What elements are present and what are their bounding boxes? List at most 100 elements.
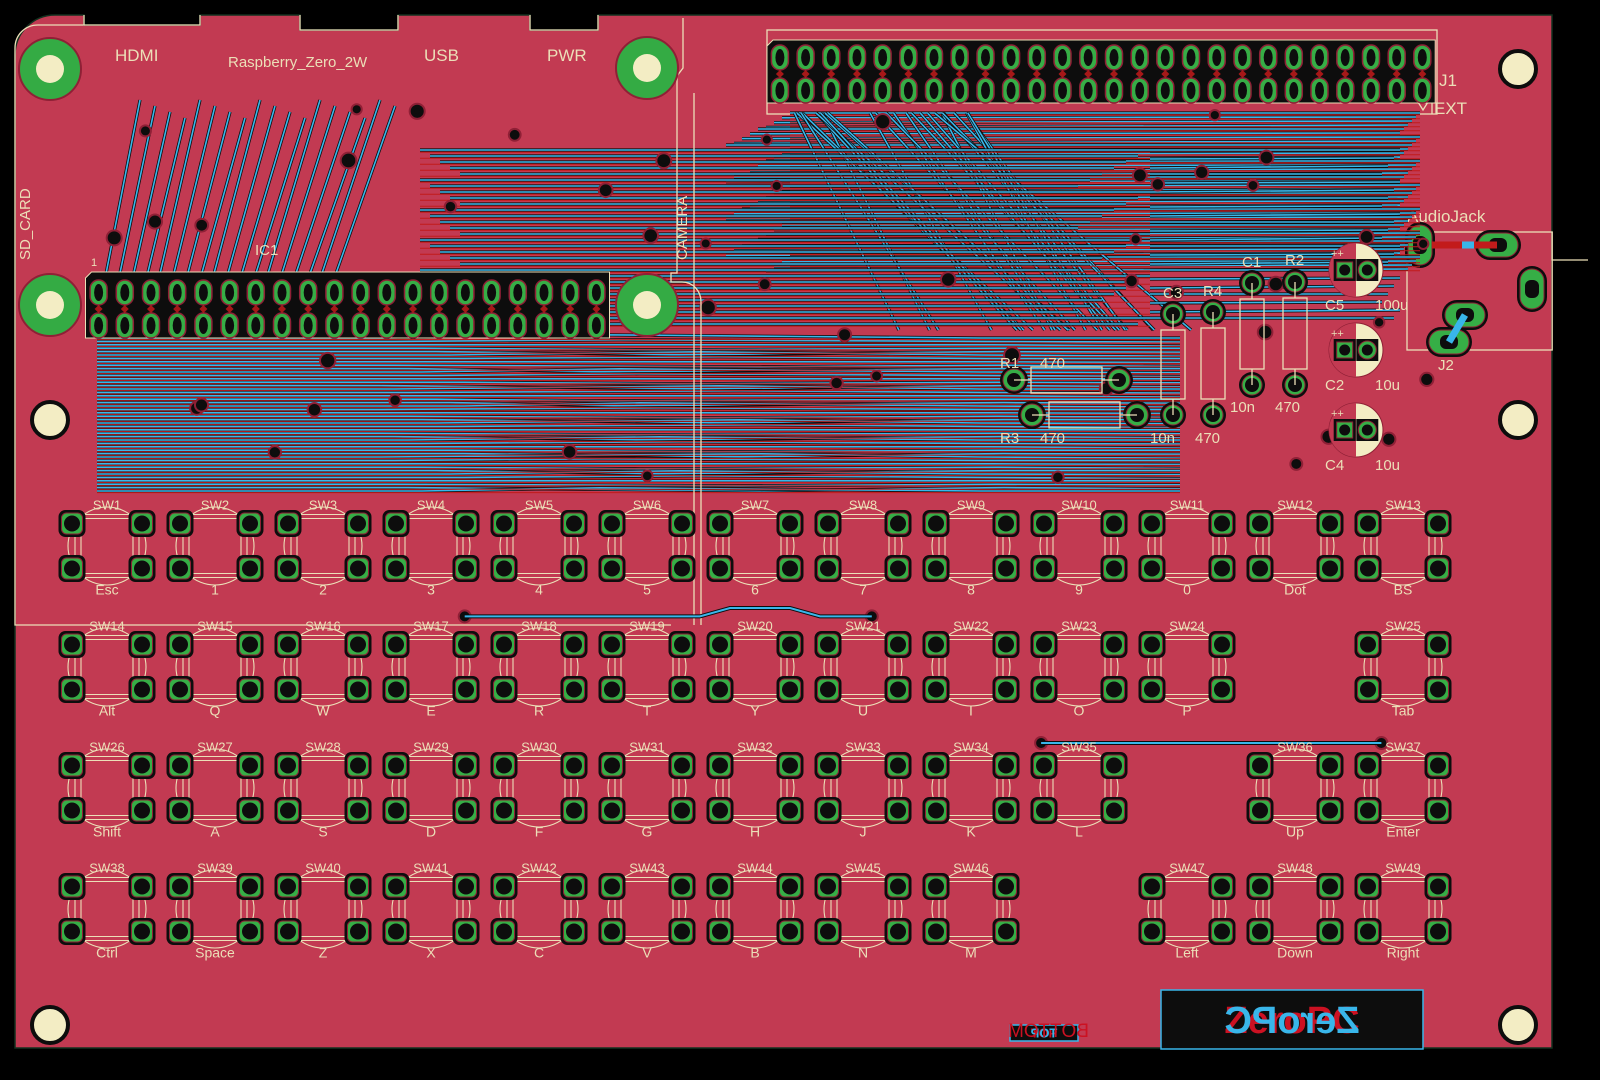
svg-text:J2: J2 [1438, 357, 1454, 374]
svg-text:N: N [858, 945, 868, 961]
svg-text:K: K [966, 824, 976, 840]
svg-text:7: 7 [859, 582, 867, 598]
svg-text:SW13: SW13 [1385, 498, 1420, 513]
svg-text:SW18: SW18 [521, 619, 556, 634]
svg-text:++: ++ [1331, 248, 1344, 260]
svg-text:SW44: SW44 [737, 861, 772, 876]
svg-text:SW43: SW43 [629, 861, 664, 876]
svg-text:SW40: SW40 [305, 861, 340, 876]
svg-text:Right: Right [1387, 945, 1420, 961]
svg-text:SW46: SW46 [953, 861, 988, 876]
svg-text:SW12: SW12 [1277, 498, 1312, 513]
svg-text:SW48: SW48 [1277, 861, 1312, 876]
svg-text:O: O [1074, 703, 1085, 719]
svg-text:SW9: SW9 [957, 498, 985, 513]
svg-text:SW20: SW20 [737, 619, 772, 634]
svg-text:C: C [534, 945, 544, 961]
svg-text:470: 470 [1040, 430, 1065, 447]
svg-text:SW32: SW32 [737, 740, 772, 755]
svg-text:J: J [860, 824, 867, 840]
svg-text:BS: BS [1394, 582, 1413, 598]
svg-text:IC1: IC1 [255, 242, 278, 259]
svg-text:++: ++ [1331, 328, 1344, 340]
svg-text:S: S [318, 824, 327, 840]
svg-text:W: W [316, 703, 330, 719]
svg-text:++: ++ [1331, 408, 1344, 420]
svg-text:SW35: SW35 [1061, 740, 1096, 755]
svg-text:SW1: SW1 [93, 498, 121, 513]
svg-text:SW45: SW45 [845, 861, 880, 876]
svg-text:L: L [1075, 824, 1083, 840]
svg-text:SW8: SW8 [849, 498, 877, 513]
svg-text:10u: 10u [1375, 457, 1400, 474]
svg-text:10u: 10u [1375, 377, 1400, 394]
svg-text:G: G [642, 824, 653, 840]
svg-text:SW15: SW15 [197, 619, 232, 634]
svg-text:SW36: SW36 [1277, 740, 1312, 755]
svg-text:X: X [426, 945, 436, 961]
svg-text:SW38: SW38 [89, 861, 124, 876]
svg-text:U: U [858, 703, 868, 719]
svg-text:470: 470 [1040, 355, 1065, 372]
svg-text:EXT: EXT [1434, 99, 1467, 118]
svg-text:USB: USB [424, 46, 459, 65]
svg-text:SW16: SW16 [305, 619, 340, 634]
svg-text:470: 470 [1275, 399, 1300, 416]
svg-text:Raspberry_Zero_2W: Raspberry_Zero_2W [228, 54, 368, 71]
svg-text:R3: R3 [1000, 430, 1019, 447]
svg-text:10n: 10n [1150, 430, 1175, 447]
svg-text:Space: Space [195, 945, 235, 961]
svg-text:9: 9 [1075, 582, 1083, 598]
svg-text:SW31: SW31 [629, 740, 664, 755]
svg-text:F: F [535, 824, 544, 840]
svg-text:Left: Left [1175, 945, 1198, 961]
svg-text:R1: R1 [1000, 355, 1019, 372]
svg-text:ZeroPC: ZeroPC [1224, 1000, 1359, 1042]
svg-text:SW23: SW23 [1061, 619, 1096, 634]
svg-text:C3: C3 [1163, 285, 1182, 302]
svg-text:SW3: SW3 [309, 498, 337, 513]
svg-text:I: I [969, 703, 973, 719]
svg-text:B: B [750, 945, 759, 961]
svg-text:SW39: SW39 [197, 861, 232, 876]
svg-text:Z: Z [319, 945, 328, 961]
svg-text:SW11: SW11 [1170, 498, 1204, 513]
svg-text:SW6: SW6 [633, 498, 661, 513]
svg-text:CAMERA: CAMERA [674, 196, 691, 260]
svg-text:Shift: Shift [93, 824, 121, 840]
svg-text:SW37: SW37 [1385, 740, 1420, 755]
svg-text:V: V [642, 945, 652, 961]
svg-text:E: E [426, 703, 435, 719]
svg-text:SW21: SW21 [845, 619, 880, 634]
svg-text:H: H [750, 824, 760, 840]
svg-text:SW22: SW22 [953, 619, 988, 634]
svg-text:A: A [210, 824, 220, 840]
svg-text:Esc: Esc [95, 582, 118, 598]
svg-text:1: 1 [91, 257, 97, 269]
svg-text:SW25: SW25 [1385, 619, 1420, 634]
svg-text:470: 470 [1195, 430, 1220, 447]
svg-text:SW4: SW4 [417, 498, 445, 513]
svg-text:SW24: SW24 [1169, 619, 1204, 634]
svg-text:SW29: SW29 [413, 740, 448, 755]
svg-text:Alt: Alt [99, 703, 115, 719]
svg-text:T: T [643, 703, 652, 719]
svg-text:Y: Y [750, 703, 760, 719]
svg-text:SW10: SW10 [1061, 498, 1096, 513]
svg-text:2: 2 [319, 582, 327, 598]
svg-text:SW19: SW19 [629, 619, 664, 634]
svg-text:SW30: SW30 [521, 740, 556, 755]
svg-text:8: 8 [967, 582, 975, 598]
svg-text:SW2: SW2 [201, 498, 229, 513]
svg-text:SW14: SW14 [89, 619, 124, 634]
svg-text:Dot: Dot [1284, 582, 1306, 598]
svg-text:Enter: Enter [1386, 824, 1420, 840]
svg-text:R2: R2 [1285, 252, 1304, 269]
svg-text:SW17: SW17 [413, 619, 448, 634]
svg-text:4: 4 [535, 582, 543, 598]
svg-text:J1: J1 [1439, 71, 1457, 90]
svg-text:100u: 100u [1375, 297, 1408, 314]
svg-text:SW49: SW49 [1385, 861, 1420, 876]
svg-text:Up: Up [1286, 824, 1304, 840]
svg-text:0: 0 [1183, 582, 1191, 598]
